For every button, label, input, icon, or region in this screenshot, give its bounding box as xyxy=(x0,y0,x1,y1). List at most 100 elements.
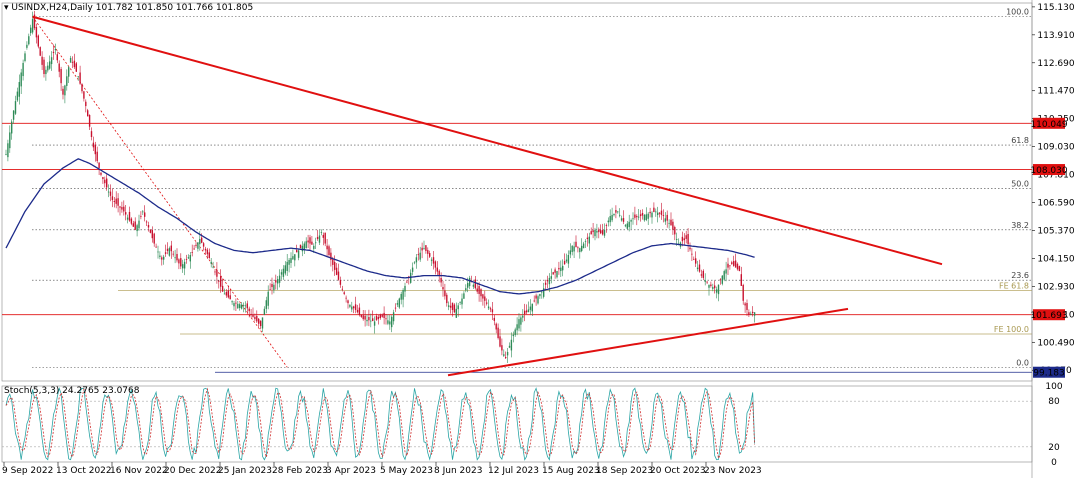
stoch-tick-3: 0 xyxy=(1051,458,1057,468)
fib-diagonal xyxy=(32,16,288,368)
candle-body xyxy=(151,230,153,239)
candle-body xyxy=(558,267,560,270)
stoch-pane xyxy=(1,385,1033,463)
candle-body xyxy=(729,265,731,267)
candle-body xyxy=(581,245,583,252)
candle-body xyxy=(220,276,222,287)
candle-body xyxy=(362,315,364,320)
candle-body xyxy=(696,267,699,270)
candle-body xyxy=(563,261,566,265)
candle-body xyxy=(229,295,231,300)
candle-body xyxy=(658,212,661,214)
y-tick-label-7: 106.590 xyxy=(1037,199,1074,209)
candle-body xyxy=(639,214,642,217)
candle-body xyxy=(104,179,106,184)
candle-body xyxy=(533,300,535,302)
candle-body xyxy=(529,306,532,310)
candle-body xyxy=(457,305,459,310)
candle-body xyxy=(676,238,678,240)
stoch-label: Stoch(5,3,3) 24.2765 23.0768 xyxy=(4,386,140,396)
candle-body xyxy=(242,305,245,306)
candle-body xyxy=(487,306,490,309)
candle-body xyxy=(164,252,167,254)
candle-body xyxy=(208,252,210,259)
candle-body xyxy=(387,320,389,324)
candle-body xyxy=(501,345,503,351)
chart-header-title: ▾ USINDX,H24,Daily 101.782 101.850 101.7… xyxy=(4,3,253,13)
y-tick-label-9: 104.150 xyxy=(1037,254,1074,264)
candle-body xyxy=(288,259,290,265)
candle-body xyxy=(12,110,15,120)
candle-body xyxy=(94,144,96,155)
candle-body xyxy=(109,191,112,196)
candle-body xyxy=(461,298,463,305)
candle-body xyxy=(119,206,121,208)
candle-body xyxy=(60,69,62,84)
candle-body xyxy=(157,251,159,253)
candle-body xyxy=(140,215,142,217)
candle-body xyxy=(202,243,205,247)
candle-body xyxy=(392,312,395,322)
candle-body xyxy=(582,243,585,249)
candle-body xyxy=(174,257,176,259)
y-tick-label-0: 115.130 xyxy=(1037,3,1074,13)
candle-body xyxy=(660,210,663,215)
chart-header-arrow: ▾ xyxy=(4,3,11,13)
candle-body xyxy=(360,314,362,317)
candle-body xyxy=(619,214,621,216)
candle-body xyxy=(136,225,138,232)
candle-body xyxy=(273,284,275,291)
candle-body xyxy=(520,317,522,325)
candle-body xyxy=(518,319,520,329)
candle-body xyxy=(354,304,357,310)
candle-body xyxy=(522,315,524,318)
candle-body xyxy=(571,245,573,252)
candle-body xyxy=(239,304,241,308)
candle-body xyxy=(353,306,355,309)
candle-body xyxy=(700,274,703,276)
candle-body xyxy=(598,229,600,233)
candle-body xyxy=(588,236,590,244)
candle-body xyxy=(653,207,655,213)
candle-body xyxy=(28,36,30,45)
candle-body xyxy=(495,323,497,330)
stoch-tick-0: 100 xyxy=(1045,382,1062,392)
candle-body xyxy=(727,263,729,268)
candle-body xyxy=(689,247,691,250)
candle-body xyxy=(647,213,649,219)
candle-body xyxy=(250,313,252,315)
candle-body xyxy=(100,172,102,175)
candle-body xyxy=(554,269,556,273)
candle-body xyxy=(389,321,391,325)
candle-body xyxy=(451,302,454,310)
candle-body xyxy=(248,308,250,312)
candle-body xyxy=(721,275,723,284)
price-tag-1 xyxy=(1033,164,1065,176)
candle-body xyxy=(691,253,693,255)
candle-body xyxy=(419,252,421,260)
candle-body xyxy=(733,261,735,266)
price-tag-label-1: 108.030 xyxy=(1030,166,1067,176)
candle-body xyxy=(402,289,404,300)
candle-body xyxy=(123,206,125,212)
candle-body xyxy=(702,270,704,278)
candle-body xyxy=(83,91,85,99)
candle-body xyxy=(516,324,518,331)
candle-body xyxy=(20,72,22,87)
candle-body xyxy=(714,285,716,289)
candle-body xyxy=(111,196,114,201)
candle-body xyxy=(567,255,570,264)
candle-body xyxy=(278,275,281,283)
candle-body xyxy=(594,229,596,237)
candle-body xyxy=(556,271,558,278)
candle-body xyxy=(740,274,742,286)
candle-body xyxy=(185,259,188,260)
candle-body xyxy=(305,241,307,249)
candle-body xyxy=(155,246,157,248)
fib-label-3: 38.2 xyxy=(1011,221,1029,230)
candle-body xyxy=(731,262,733,265)
stoch-main-line xyxy=(5,386,755,461)
candle-body xyxy=(687,233,689,245)
candle-body xyxy=(347,300,349,304)
